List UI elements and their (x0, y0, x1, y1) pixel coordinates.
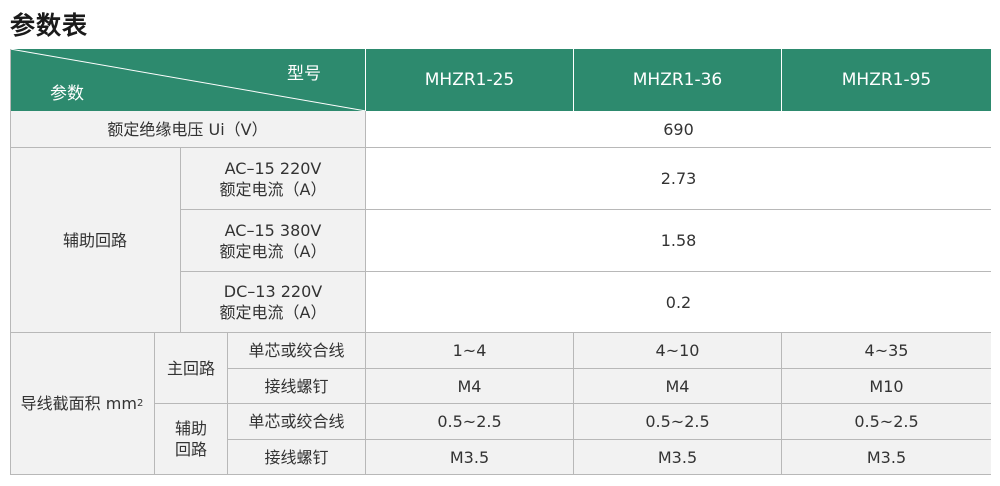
wire-row-4-val-1: M3.5 (366, 440, 574, 475)
wire-row-4-val-3: M3.5 (782, 440, 991, 475)
aux-circuit-wire-label-1: 辅助 (174, 419, 207, 438)
aux-row-2-value: 1.58 (366, 210, 991, 272)
header-model-2: MHZR1-36 (574, 49, 782, 111)
wire-row-2-val-3: M10 (782, 369, 991, 404)
rated-voltage-value: 690 (366, 111, 991, 148)
header-param-label: 参数 (50, 84, 84, 104)
parameter-table: 型号 参数 MHZR1-25 MHZR1-36 MHZR1-95 额定绝缘电压 … (10, 49, 991, 475)
diagonal-line (10, 49, 366, 111)
wire-row-2-val-2: M4 (574, 369, 782, 404)
aux-circuit-label: 辅助回路 (10, 148, 181, 333)
aux-row-3-line2: 额定电流（A） (219, 303, 327, 322)
aux-row-2-label: AC–15 380V 额定电流（A） (181, 210, 366, 272)
wire-row-3-sub: 单芯或绞合线 (228, 404, 366, 440)
wire-row-4-sub: 接线螺钉 (228, 440, 366, 475)
wire-row-1-val-1: 1~4 (366, 333, 574, 369)
aux-row-2-line2: 额定电流（A） (219, 241, 327, 261)
wire-row-4-val-2: M3.5 (574, 440, 782, 475)
wire-row-1-val-2: 4~10 (574, 333, 782, 369)
aux-row-3-line1: DC–13 220V (223, 282, 323, 301)
header-model-1: MHZR1-25 (366, 49, 574, 111)
wire-section-label-text: 导线截面积 mm (20, 394, 137, 413)
wire-row-1-sub: 单芯或绞合线 (228, 333, 366, 369)
aux-circuit-wire-label-2: 回路 (174, 440, 207, 459)
aux-row-1-value: 2.73 (366, 148, 991, 210)
header-diagonal-cell: 型号 参数 (10, 49, 366, 111)
main-circuit-label: 主回路 (155, 333, 228, 404)
aux-row-1-line2: 额定电流（A） (219, 179, 327, 199)
wire-row-2-val-1: M4 (366, 369, 574, 404)
aux-row-3-label: DC–13 220V 额定电流（A） (181, 272, 366, 333)
wire-row-3-val-3: 0.5~2.5 (782, 404, 991, 440)
wire-row-3-val-2: 0.5~2.5 (574, 404, 782, 440)
wire-section-label: 导线截面积 mm 2 (10, 333, 155, 475)
header-model-label: 型号 (287, 64, 321, 84)
wire-row-1-val-3: 4~35 (782, 333, 991, 369)
wire-row-2-sub: 接线螺钉 (228, 369, 366, 404)
page-title: 参数表 (10, 11, 89, 40)
aux-row-2-line1: AC–15 380V (224, 220, 322, 240)
wire-row-3-val-1: 0.5~2.5 (366, 404, 574, 440)
header-model-3: MHZR1-95 (782, 49, 991, 111)
aux-row-3-value: 0.2 (366, 272, 991, 333)
aux-row-1-label: AC–15 220V 额定电流（A） (181, 148, 366, 210)
rated-voltage-label: 额定绝缘电压 Ui（V） (10, 111, 366, 148)
aux-circuit-wire-label: 辅助 回路 (155, 404, 228, 475)
aux-row-1-line1: AC–15 220V (224, 158, 322, 178)
